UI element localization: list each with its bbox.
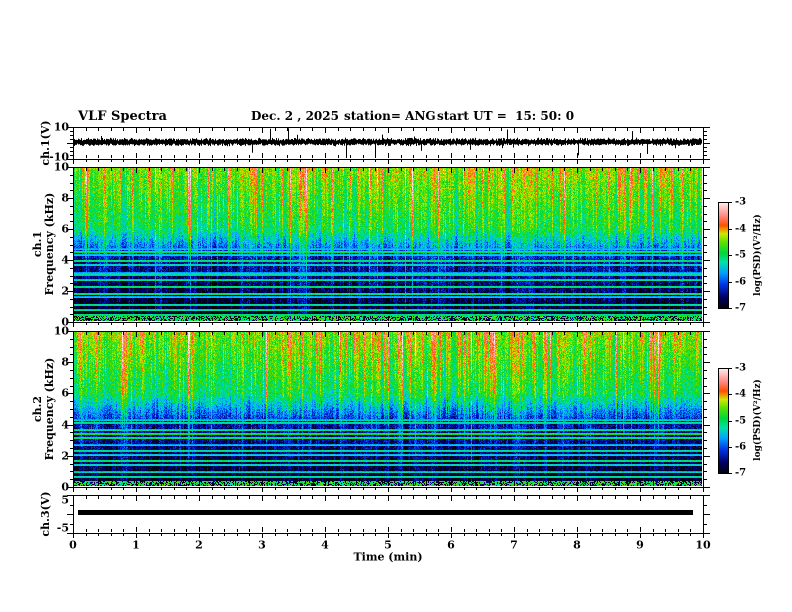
y-tick-label: -10 — [49, 150, 69, 164]
y-tick-label: 0 — [61, 480, 69, 494]
y-tick-label: 6 — [61, 386, 69, 400]
x-tick-label: 0 — [69, 538, 77, 552]
y-tick-label: 8 — [61, 191, 69, 205]
y-tick-label: 8 — [61, 355, 69, 369]
y-tick-label: 4 — [61, 253, 69, 267]
colorbar-tick-label: -5 — [735, 249, 747, 261]
y-tick-label: 4 — [61, 418, 69, 432]
y-tick-label: 10 — [53, 120, 69, 134]
y-tick-label: 10 — [53, 324, 69, 338]
colorbar1-label: log(PSD)(V²/Hz) — [753, 214, 763, 296]
colorbar-tick-label: -4 — [735, 388, 747, 400]
ch2-frequency-axis-label: ch.2 Frequency (kHz) — [31, 357, 56, 461]
x-tick-label: 4 — [321, 538, 329, 552]
colorbar-tick-label: -5 — [735, 415, 747, 426]
colorbar-tick-label: -4 — [735, 223, 747, 234]
x-axis-label: Time (min) — [353, 550, 423, 564]
y-tick-label: 0 — [61, 315, 69, 329]
ch1-frequency-axis-label: ch.1 Frequency (kHz) — [31, 192, 56, 296]
colorbar-tick-label: -7 — [735, 302, 747, 314]
x-tick-label: 7 — [510, 538, 518, 552]
colorbar-tick-label: -6 — [735, 441, 747, 453]
x-tick-label: 5 — [384, 538, 392, 552]
x-tick-label: 9 — [636, 538, 644, 552]
x-tick-label: 8 — [573, 538, 581, 552]
colorbar-tick-label: -7 — [735, 467, 747, 479]
colorbar-tick-label: -6 — [735, 276, 747, 287]
y-tick-label: -5 — [56, 521, 69, 535]
y-tick-label: 6 — [61, 222, 69, 236]
y-tick-label: 5 — [61, 493, 69, 507]
x-tick-label: 1 — [132, 538, 140, 552]
x-tick-label: 6 — [447, 538, 455, 552]
x-tick-label: 3 — [258, 538, 266, 552]
y-tick-label: 2 — [61, 284, 69, 298]
y-tick-label: 2 — [61, 449, 69, 463]
y-tick-label: 10 — [53, 160, 69, 174]
colorbar-tick-label: -3 — [735, 196, 747, 208]
colorbar-tick-label: -3 — [735, 362, 747, 374]
colorbar2-label: log(PSD)(V²/Hz) — [753, 379, 763, 461]
x-tick-label: 2 — [195, 538, 203, 552]
x-tick-label: 10 — [695, 538, 711, 552]
